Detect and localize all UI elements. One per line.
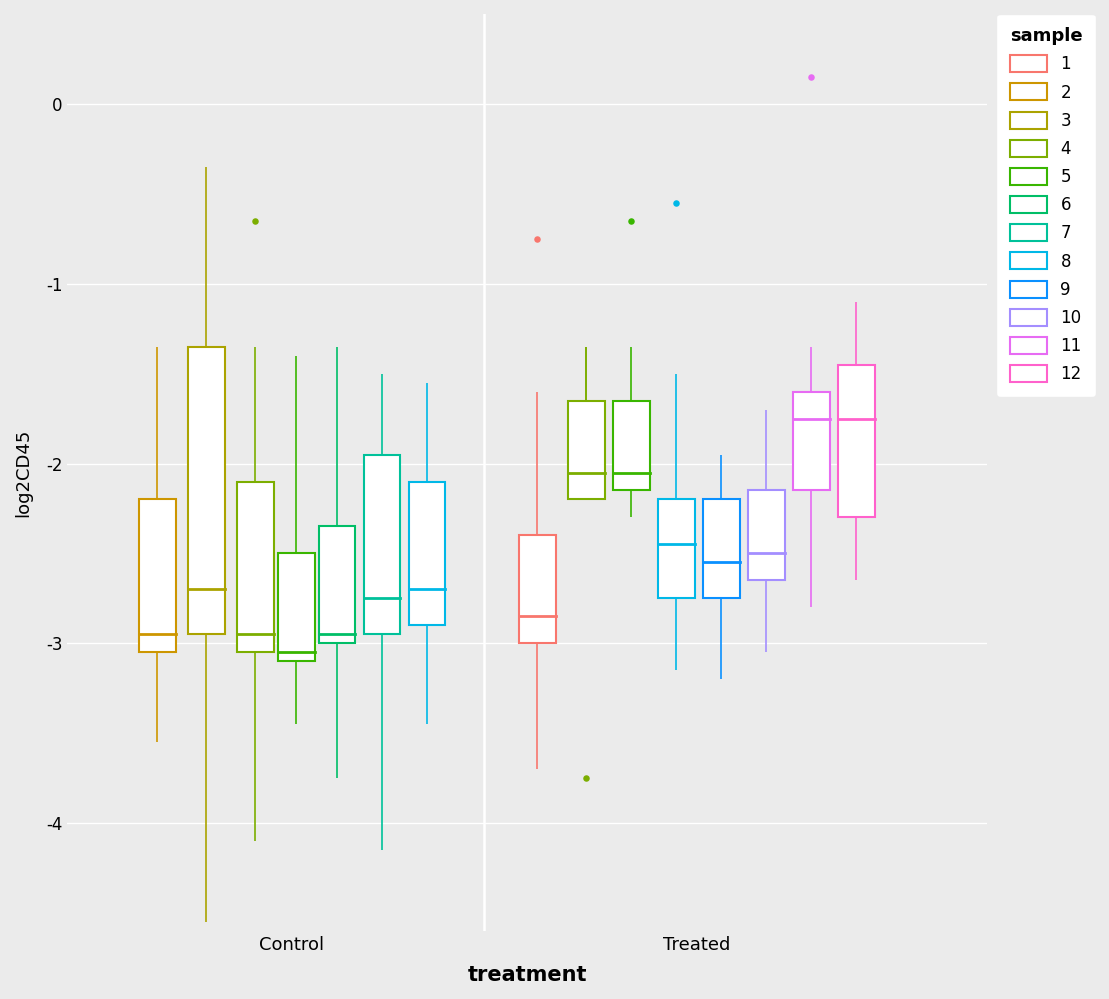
Bar — [613, 401, 650, 491]
Bar — [838, 365, 875, 517]
Bar — [277, 553, 315, 661]
Point — [529, 231, 547, 247]
Bar — [318, 526, 355, 643]
X-axis label: treatment: treatment — [467, 965, 587, 985]
Point — [246, 213, 264, 229]
Bar — [237, 482, 274, 652]
Bar — [139, 500, 175, 652]
Bar — [568, 401, 604, 500]
Bar — [408, 482, 446, 625]
Bar — [519, 535, 556, 643]
Bar — [187, 347, 225, 634]
Bar — [364, 455, 400, 634]
Legend: 1, 2, 3, 4, 5, 6, 7, 8, 9, 10, 11, 12: 1, 2, 3, 4, 5, 6, 7, 8, 9, 10, 11, 12 — [996, 14, 1096, 397]
Point — [622, 213, 640, 229]
Point — [803, 69, 821, 85]
Bar — [793, 392, 830, 491]
Point — [668, 195, 685, 211]
Bar — [747, 491, 785, 580]
Point — [578, 770, 596, 786]
Y-axis label: log2CD45: log2CD45 — [14, 429, 32, 516]
Bar — [658, 500, 695, 598]
Bar — [703, 500, 740, 598]
